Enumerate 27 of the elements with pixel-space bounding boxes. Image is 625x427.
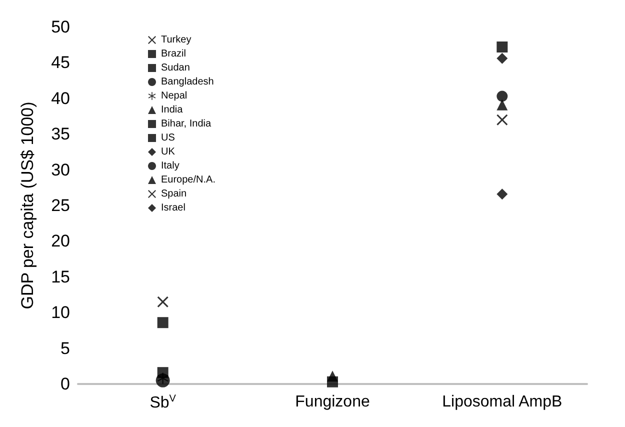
legend-label: Europe/N.A. [161, 174, 216, 186]
y-tick-label: 30 [51, 160, 70, 180]
legend-label: Israel [161, 202, 186, 214]
y-tick-label: 35 [51, 124, 70, 144]
legend-label: Spain [161, 188, 187, 200]
legend-label: US [161, 132, 176, 144]
legend-label: Italy [161, 160, 180, 172]
x-tick-label: Fungizone [295, 394, 370, 410]
legend-label: Turkey [161, 34, 192, 46]
legend-label: Brazil [161, 48, 186, 60]
y-axis-title: GDP per capita (US$ 1000) [18, 102, 37, 310]
legend-label: Sudan [161, 62, 190, 74]
y-tick-label: 50 [51, 18, 70, 36]
y-tick-label: 45 [51, 53, 70, 72]
y-tick-label: 20 [51, 232, 70, 251]
legend-label: India [161, 104, 184, 116]
legend-label: Nepal [161, 90, 188, 102]
y-tick-label: 15 [51, 267, 70, 286]
y-tick-label: 0 [60, 374, 70, 394]
y-tick-label: 40 [51, 88, 70, 108]
y-tick-label: 5 [60, 338, 70, 358]
legend-label: Bangladesh [161, 76, 214, 88]
legend-label: UK [161, 146, 176, 158]
y-tick-label: 10 [51, 303, 70, 322]
y-tick-label: 25 [51, 196, 70, 215]
legend-label: Bihar, India [161, 118, 212, 130]
x-tick-label: Liposomal AmpB [442, 394, 562, 410]
